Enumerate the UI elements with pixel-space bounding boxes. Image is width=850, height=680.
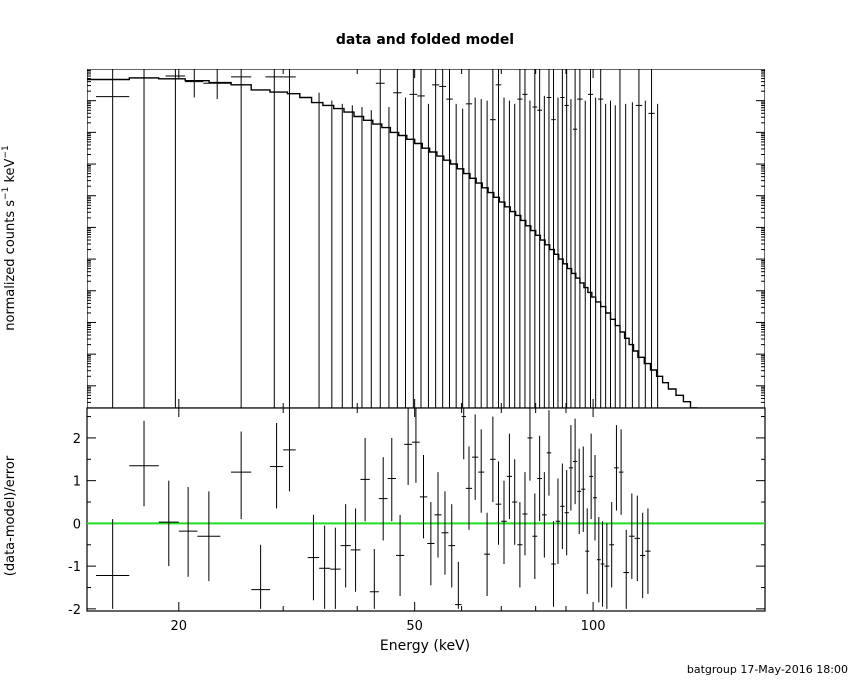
top-panel: 0.01 10-3 10-4 10-5 10-6 10-7 10-8 10-9 10-10 10-…: [52, 63, 765, 408]
y-tick-label: 0.01: [55, 63, 82, 77]
x-tick-label: 100: [581, 619, 606, 634]
x-tick-label: 20: [171, 619, 188, 634]
y-tick-label: -2: [68, 603, 81, 618]
y-tick-label: 10-9: [58, 283, 83, 299]
chart-title: data and folded model: [336, 32, 514, 48]
y-tick-label: 10-5: [58, 156, 82, 172]
y-tick-label: 10-4: [58, 124, 83, 140]
y-tick-label: 10-11: [52, 346, 82, 362]
y-tick-label: 10-12: [52, 378, 82, 394]
residual-group: [87, 408, 765, 609]
y-tick-label: 1: [73, 475, 81, 490]
y-tick-label: 0: [73, 517, 81, 532]
footer-timestamp: batgroup 17-May-2016 18:00: [687, 663, 848, 676]
bottom-y-axis-label: (data-model)/error: [3, 455, 18, 576]
x-tick-label: 50: [406, 619, 423, 634]
x-axis-label: Energy (keV): [380, 638, 470, 654]
model-line: [87, 77, 698, 408]
bottom-panel: 20 50 100 -2 -1 0 1 2: [68, 407, 766, 634]
y-tick-label: -1: [68, 560, 81, 575]
top-y-axis-label: normalized counts s−1 keV−1: [1, 145, 18, 330]
y-tick-label: 2: [73, 432, 81, 447]
y-tick-label: 10-6: [58, 188, 83, 204]
bottom-frame: [86, 407, 766, 612]
top-frame: [87, 69, 765, 408]
y-tick-label: 10-8: [58, 251, 83, 267]
y-tick-label: 10-7: [58, 219, 82, 235]
y-tick-label: 10-3: [58, 93, 82, 109]
y-tick-label: 10-10: [52, 314, 82, 330]
